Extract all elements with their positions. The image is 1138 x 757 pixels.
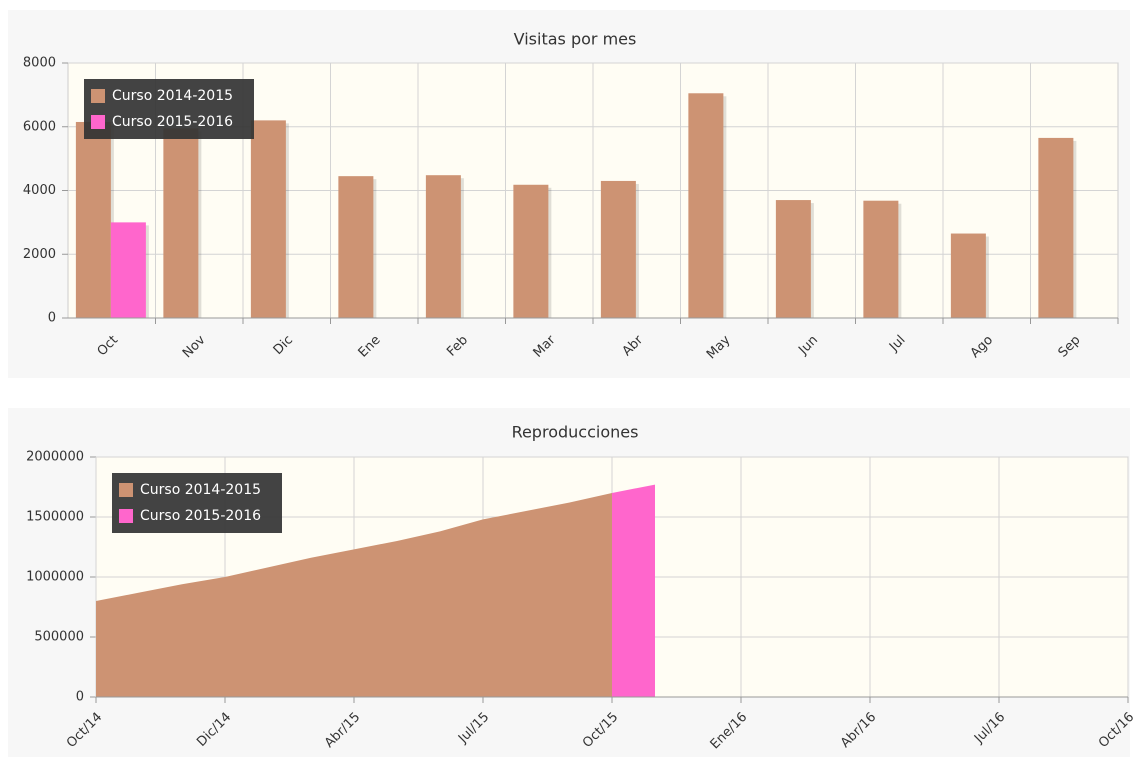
y-tick-label: 4000 [23,183,56,198]
area [612,484,655,697]
legend-swatch [91,115,105,129]
bar [688,93,724,318]
y-tick-label: 0 [76,690,84,705]
chart: Reproducciones 0 500000 1000000 1500000 2000… [8,408,1137,757]
y-tick-label: 1500000 [26,510,84,525]
legend-label: Curso 2015-2016 [140,508,261,524]
y-tick-label: 6000 [23,119,56,134]
bar [110,222,146,318]
legend-swatch [91,89,105,103]
bar [425,175,461,318]
area [96,493,612,697]
bar [338,176,374,318]
y-tick-label: 1000000 [26,570,84,585]
legend-swatch [119,509,133,523]
y-tick-label: 8000 [23,56,56,71]
bar [775,200,811,318]
y-tick-label: 2000 [23,247,56,262]
bar [600,180,636,318]
y-tick-label: 2000000 [26,450,84,465]
bar [250,120,286,318]
chart-title: Visitas por mes [514,30,637,49]
legend-label: Curso 2014-2015 [140,482,261,498]
bar [75,121,111,318]
bar [863,200,899,318]
y-tick-label: 0 [48,311,56,326]
bar [1038,137,1074,318]
legend [84,79,254,139]
bar [513,184,549,318]
bar [163,128,199,318]
legend [112,473,282,533]
legend-label: Curso 2014-2015 [112,88,233,104]
chart-title: Reproducciones [512,423,639,442]
bar [950,233,986,318]
y-tick-label: 500000 [34,630,84,645]
legend-swatch [119,483,133,497]
legend-label: Curso 2015-2016 [112,114,233,130]
